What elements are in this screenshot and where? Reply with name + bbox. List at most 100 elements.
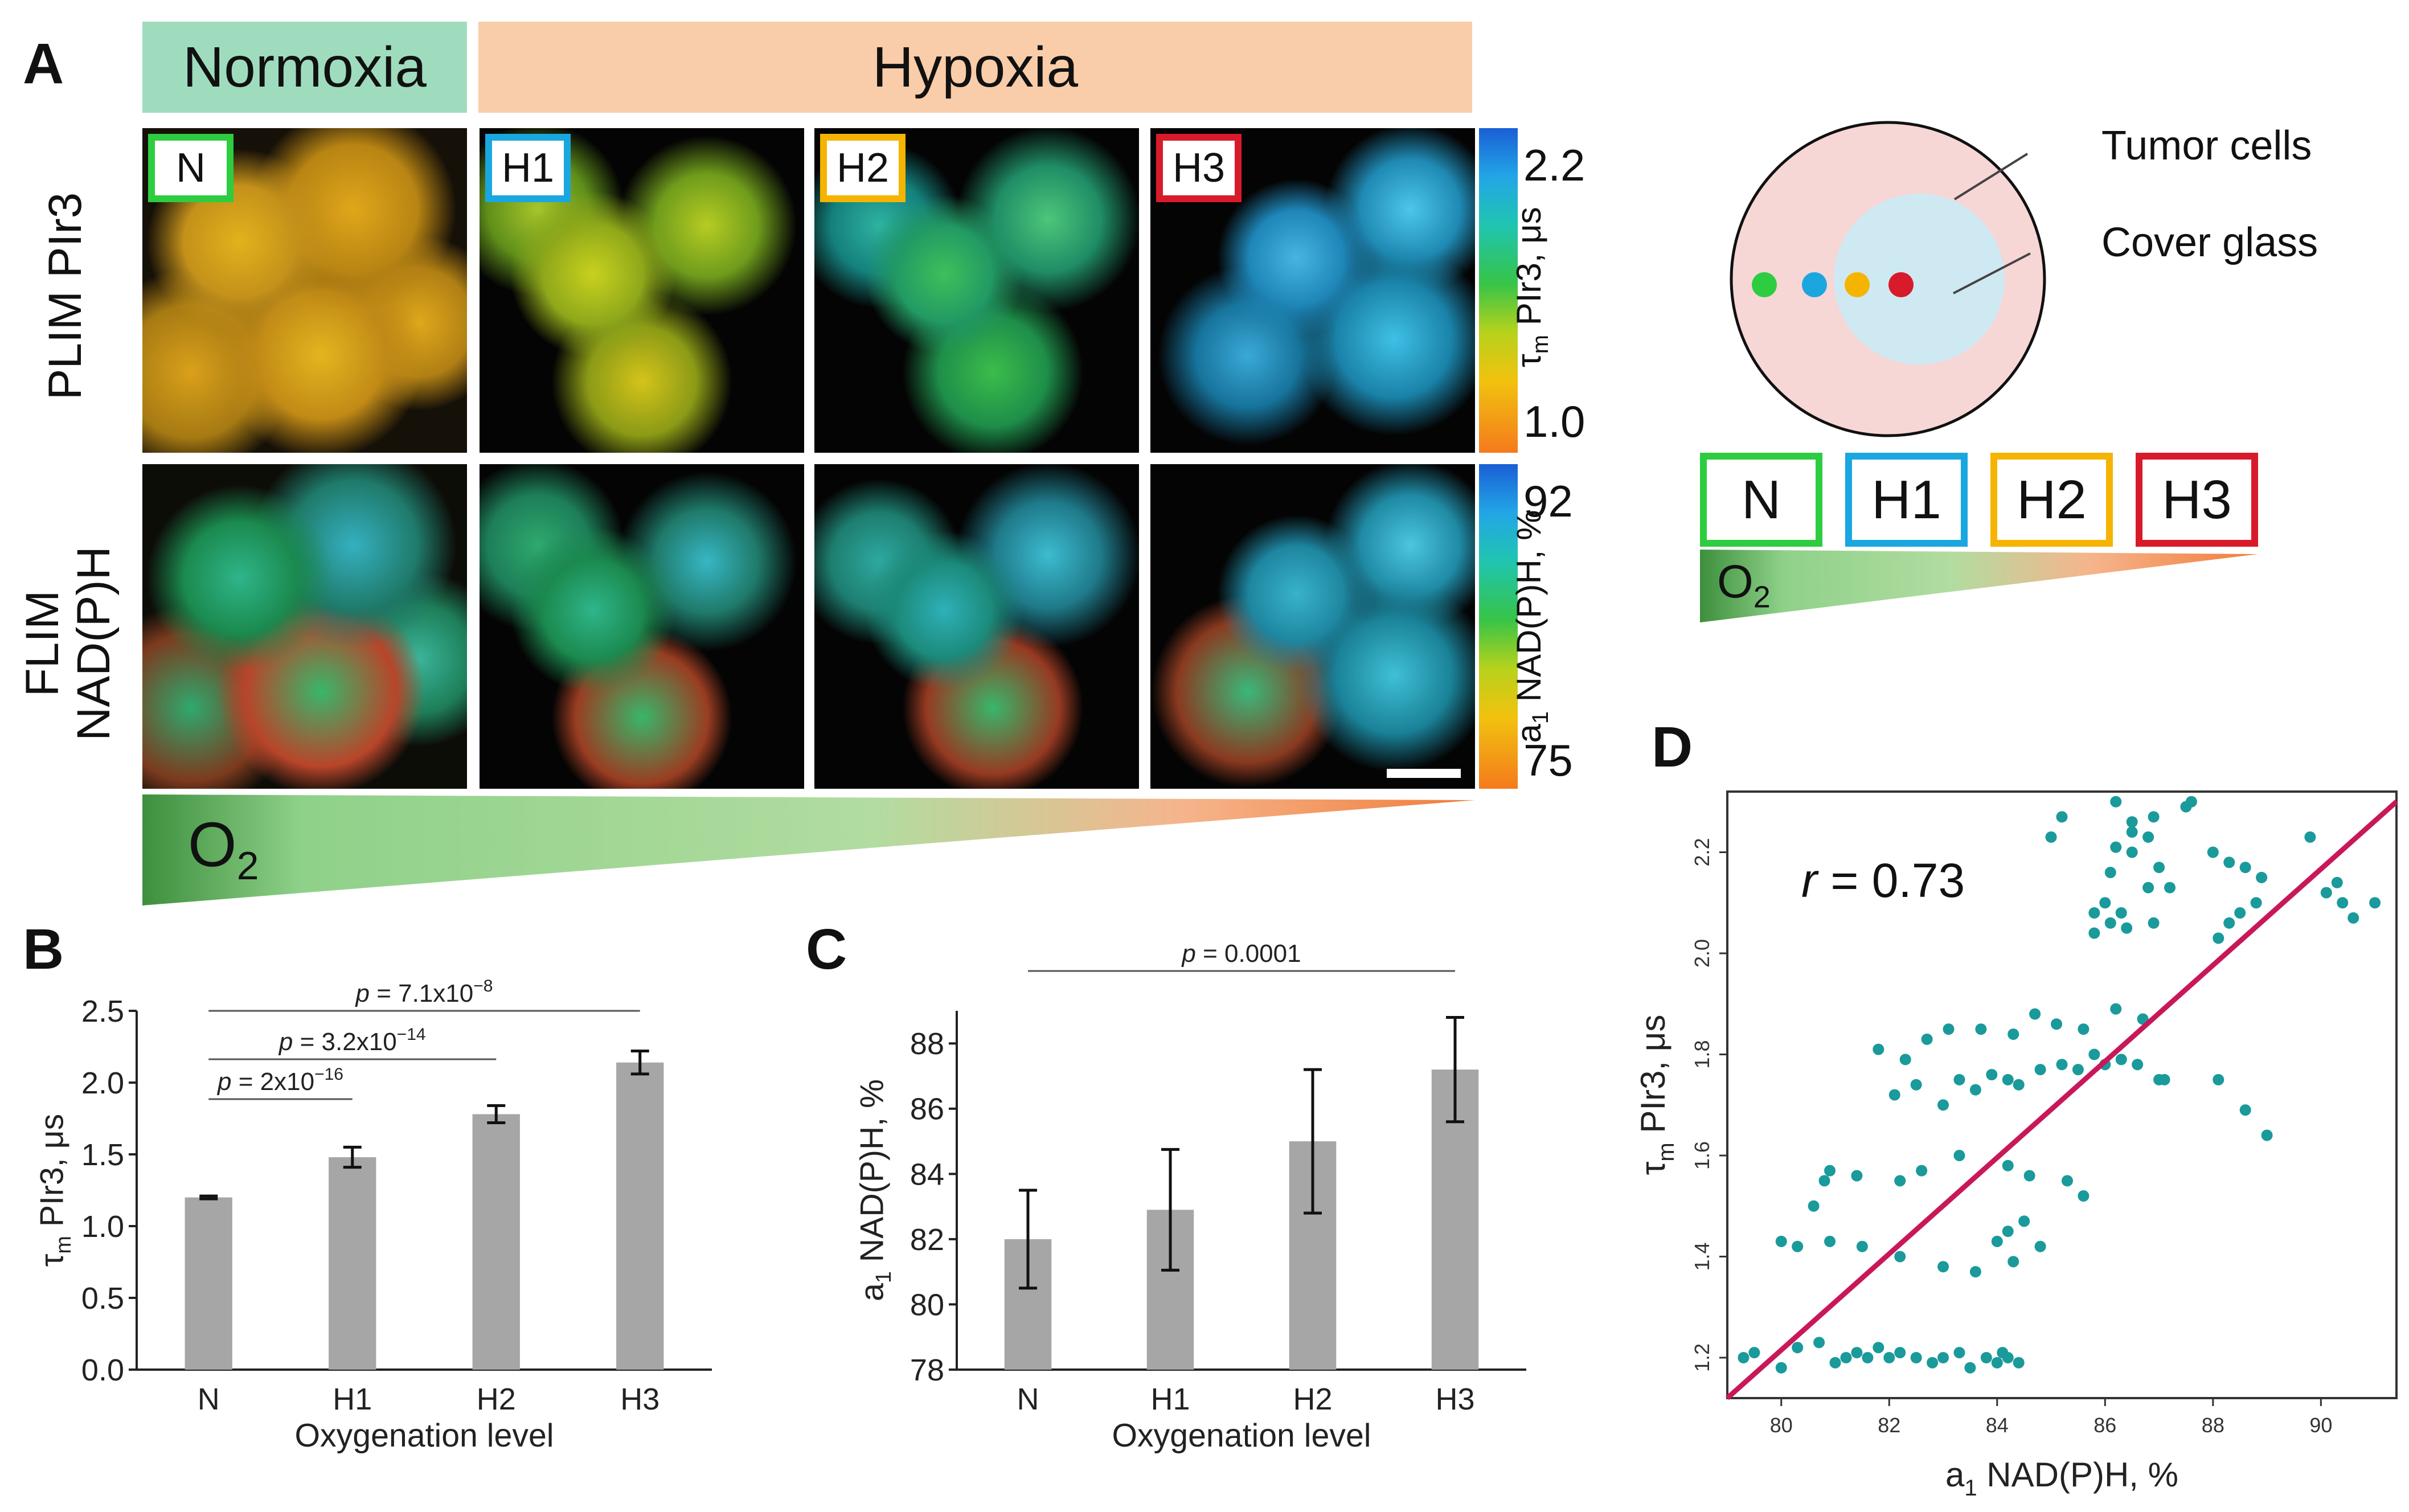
p-value-label: p = 7.1x10−8 xyxy=(355,977,493,1007)
scatter-point xyxy=(1921,1033,1933,1045)
correlation-annotation: r = 0.73 xyxy=(1801,854,1965,907)
scatter-point xyxy=(2013,1357,2025,1368)
y-tick-label: 88 xyxy=(910,1027,944,1061)
colorbar-plim-max: 2.2 xyxy=(1523,140,1585,190)
scatter-point xyxy=(2126,846,2138,858)
scatter-point xyxy=(2142,882,2154,894)
row-label-flim-line1: FLIM xyxy=(17,590,68,697)
pointer-glass xyxy=(1953,252,2031,294)
scatter-point xyxy=(2148,917,2160,929)
scatter-point xyxy=(2023,1170,2035,1182)
scatter-point xyxy=(2002,1073,2014,1085)
hypoxia-header: Hypoxia xyxy=(478,22,1472,113)
y-axis-title: τm PIr3, μs xyxy=(34,1114,75,1267)
tumor-cells-label: Tumor cells xyxy=(2101,123,2312,169)
chart-c: 78 80 82 84 86 88 N H1 H2 H3 Oxygenation level a1 N… xyxy=(854,940,1526,1454)
hypoxia-label: Hypoxia xyxy=(872,35,1079,99)
colorbar-flim-label: a1 NAD(P)H, % xyxy=(1510,510,1553,743)
scale-bar xyxy=(1387,769,1461,778)
dot-h1 xyxy=(1802,272,1827,297)
micro-plim-h2: H2 xyxy=(814,128,1139,453)
scatter-point xyxy=(2088,1048,2100,1060)
scatter-point xyxy=(2115,1054,2127,1066)
y-tick-label: 2.2 xyxy=(1690,838,1714,866)
colorbar-flim-min: 75 xyxy=(1523,735,1573,785)
scatter-point xyxy=(1937,1099,1949,1111)
scatter-point xyxy=(2104,917,2116,929)
o2-gradient-schematic xyxy=(1700,550,2258,622)
scatter-point xyxy=(2115,907,2127,919)
scatter-point xyxy=(2078,1190,2090,1202)
p-value-label: p = 3.2x10−14 xyxy=(278,1025,426,1056)
scatter-point xyxy=(1980,1352,1992,1363)
panel-a-letter: A xyxy=(23,32,64,96)
o2-label-schematic: O2 xyxy=(1717,556,1771,614)
scatter-point xyxy=(1775,1362,1787,1374)
scatter-point xyxy=(2002,1226,2014,1238)
scatter-point xyxy=(1927,1357,1939,1368)
scatter-point xyxy=(1738,1352,1750,1363)
scatter-point xyxy=(1808,1200,1820,1212)
scatter-point xyxy=(2110,841,2122,853)
bar-n xyxy=(185,1197,232,1370)
scatter-point xyxy=(2180,801,2192,813)
row-label-flim: FLIM NAD(P)H xyxy=(17,530,131,757)
scatter-point xyxy=(2034,1064,2046,1076)
scatter-point xyxy=(1824,1235,1836,1247)
scatter-point xyxy=(2018,1215,2030,1227)
y-tick-label: 1.4 xyxy=(1690,1242,1714,1271)
x-tick-label: H1 xyxy=(333,1382,372,1416)
x-tick-label: 90 xyxy=(2309,1413,2332,1437)
scatter-point xyxy=(1775,1235,1787,1247)
x-tick-label: H3 xyxy=(620,1382,659,1416)
scatter-point xyxy=(2008,1256,2019,1268)
scatter-point xyxy=(2250,897,2262,909)
scatter-point xyxy=(1910,1352,1922,1363)
chart-d: 80 82 84 86 88 90 1.2 1.4 1.6 1.8 2.0 2.2 r = 0.73 a1… xyxy=(1634,790,2398,1501)
x-axis-title: Oxygenation level xyxy=(1112,1417,1371,1454)
x-tick-label: 84 xyxy=(1986,1413,2009,1437)
scatter-point xyxy=(1916,1165,1928,1177)
scatter-point xyxy=(2013,1079,2025,1091)
y-tick-label: 2.0 xyxy=(81,1066,124,1100)
scatter-point xyxy=(2088,927,2100,939)
panel-d-letter: D xyxy=(1652,715,1693,779)
y-tick-label: 1.8 xyxy=(1690,1040,1714,1068)
level-box-h2: H2 xyxy=(1990,453,2113,547)
regression-line xyxy=(1726,800,2398,1400)
scatter-point xyxy=(1969,1084,1981,1096)
scatter-point xyxy=(2213,932,2224,944)
scatter-point xyxy=(2045,831,2057,843)
scatter-point xyxy=(2002,1159,2014,1171)
tag-plim-h1: H1 xyxy=(485,134,571,202)
tag-plim-h3: H3 xyxy=(1156,134,1242,202)
bar-h2 xyxy=(472,1114,520,1370)
y-tick-label: 2.5 xyxy=(81,994,124,1029)
y-tick-label: 86 xyxy=(910,1092,944,1126)
micro-plim-h1: H1 xyxy=(480,128,804,453)
colorbar-flim xyxy=(1479,464,1518,789)
scatter-point xyxy=(1813,1337,1825,1349)
scatter-point xyxy=(2034,1240,2046,1252)
x-tick-label: H1 xyxy=(1150,1382,1190,1416)
level-box-h3: H3 xyxy=(2136,453,2258,547)
dish-schematic xyxy=(1730,121,2046,437)
bar-h3 xyxy=(616,1062,664,1370)
dot-h2 xyxy=(1845,272,1870,297)
scatter-point xyxy=(1829,1357,1841,1368)
scatter-point xyxy=(2110,796,2122,808)
scatter-point xyxy=(1894,1175,1906,1187)
x-tick-label: 80 xyxy=(1770,1413,1793,1437)
scatter-point xyxy=(1851,1170,1863,1182)
y-tick-label: 0.5 xyxy=(81,1281,124,1316)
y-tick-label: 1.6 xyxy=(1690,1141,1714,1170)
y-tick-label: 80 xyxy=(910,1288,944,1322)
scatter-point xyxy=(1792,1240,1804,1252)
scatter-point xyxy=(1964,1362,1976,1374)
micro-flim-h1 xyxy=(480,464,804,789)
scatter-point xyxy=(2099,897,2111,909)
pointer-tumor xyxy=(1953,153,2029,200)
scatter-point xyxy=(1991,1357,2003,1368)
x-tick-label: N xyxy=(1017,1382,1039,1416)
x-axis-title: a1 NAD(P)H, % xyxy=(1945,1456,2178,1501)
